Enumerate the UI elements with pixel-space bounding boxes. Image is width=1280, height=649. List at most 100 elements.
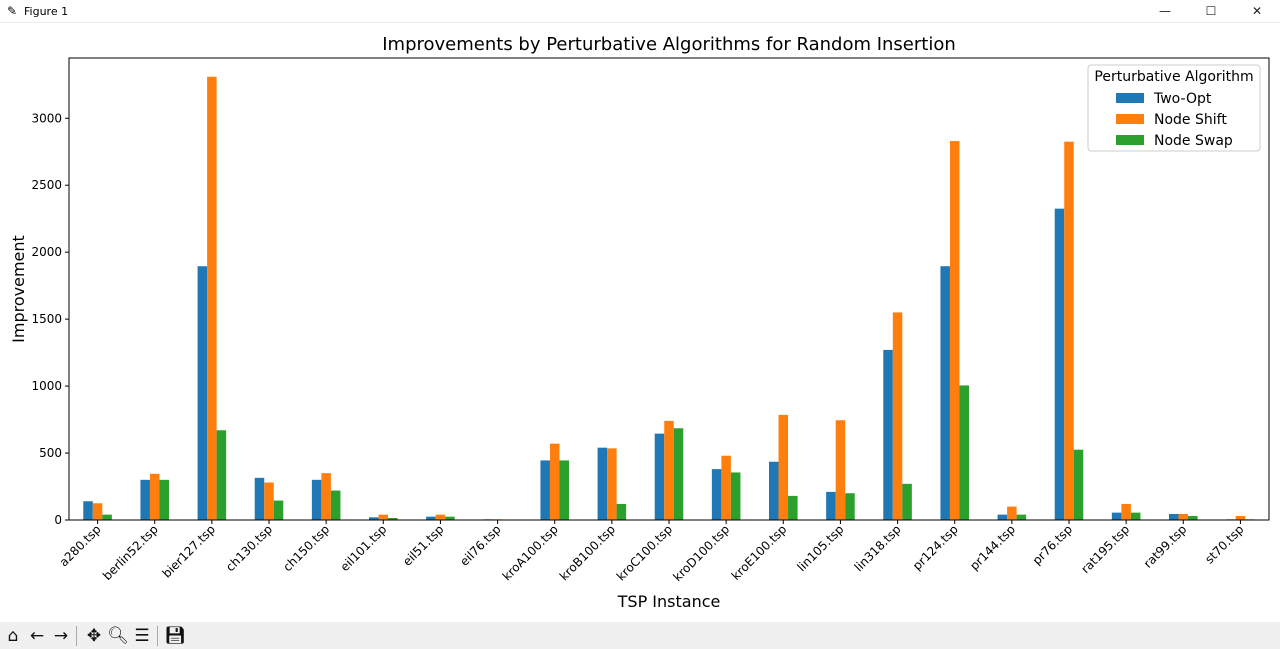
legend-title: Perturbative Algorithm: [1094, 69, 1253, 85]
bar-node-swap-kroA100.tsp: [559, 460, 569, 520]
bar-node-swap-kroE100.tsp: [788, 495, 798, 520]
bar-chart: 0 500 1000 1500 2000 2500 3000 a280.tspberlin52…: [9, 34, 1270, 611]
bar-node-swap-berlin52.tsp: [159, 479, 169, 520]
bar-node-swap-lin318.tsp: [902, 483, 912, 520]
window-title: Figure 1: [24, 4, 69, 18]
y-tick-label: 2500: [31, 178, 62, 192]
x-tick-label: kroE100.tsp: [729, 522, 790, 583]
back-icon[interactable]: ←: [29, 625, 45, 646]
x-tick-label: kroA100.tsp: [500, 522, 561, 583]
bar-node-swap-pr124.tsp: [959, 385, 969, 520]
x-tick-label: st70.tsp: [1202, 522, 1246, 566]
maximize-button[interactable]: ☐: [1205, 4, 1217, 18]
x-tick-label: kroC100.tsp: [614, 522, 675, 583]
legend-swatch-two-opt: [1116, 93, 1144, 103]
bar-node-swap-rat99.tsp: [1188, 515, 1198, 520]
y-tick-label: 1500: [31, 312, 62, 326]
matplotlib-app-icon: ✎: [6, 4, 18, 18]
bar-node-shift-a280.tsp: [92, 503, 103, 520]
toolbar-separator: [157, 625, 158, 646]
bar-two-opt-eil101.tsp: [369, 517, 379, 520]
zoom-icon[interactable]: 🔍︎: [107, 625, 129, 646]
bar-node-swap-a280.tsp: [102, 514, 112, 520]
bar-two-opt-berlin52.tsp: [140, 479, 150, 520]
bar-two-opt-a280.tsp: [83, 501, 93, 520]
bar-node-shift-kroD100.tsp: [721, 455, 731, 520]
x-tick-label: bier127.tsp: [160, 522, 218, 580]
bar-node-shift-pr76.tsp: [1064, 141, 1074, 520]
y-tick-label: 2000: [31, 245, 62, 259]
bar-two-opt-kroD100.tsp: [711, 469, 722, 520]
bar-node-swap-kroC100.tsp: [673, 428, 684, 520]
bar-node-shift-rat195.tsp: [1121, 503, 1131, 520]
x-tick-label: ch150.tsp: [280, 522, 332, 574]
toolbar-separator: [76, 625, 77, 646]
x-tick-label: rat99.tsp: [1141, 522, 1190, 571]
bar-node-swap-eil101.tsp: [388, 517, 398, 520]
bar-two-opt-pr144.tsp: [997, 514, 1008, 520]
bar-node-shift-berlin52.tsp: [149, 473, 160, 520]
bar-node-shift-kroC100.tsp: [664, 420, 674, 520]
bar-node-shift-bier127.tsp: [207, 76, 217, 520]
x-tick-label: a280.tsp: [57, 522, 104, 569]
bar-node-shift-ch130.tsp: [264, 482, 274, 520]
bar-two-opt-kroA100.tsp: [540, 460, 550, 520]
y-tick-label: 500: [39, 446, 62, 460]
bar-node-swap-ch150.tsp: [330, 490, 341, 520]
x-tick-label: kroD100.tsp: [670, 522, 732, 584]
y-tick-label: 0: [54, 513, 62, 527]
x-tick-label: pr76.tsp: [1030, 522, 1075, 567]
bar-two-opt-lin105.tsp: [826, 491, 836, 520]
legend-label-two-opt: Two-Opt: [1153, 91, 1212, 107]
y-axis-label: Improvement: [9, 235, 28, 343]
bar-two-opt-ch150.tsp: [311, 479, 322, 520]
bar-node-shift-lin105.tsp: [835, 420, 846, 520]
bar-node-swap-rat195.tsp: [1130, 512, 1141, 520]
bar-node-shift-eil51.tsp: [435, 514, 446, 520]
bar-node-swap-kroB100.tsp: [616, 503, 627, 520]
bar-node-shift-kroE100.tsp: [778, 414, 789, 520]
close-button[interactable]: ✕: [1251, 4, 1263, 18]
bar-node-swap-ch130.tsp: [273, 500, 284, 520]
x-tick-label: pr144.tsp: [967, 522, 1018, 573]
bar-two-opt-pr76.tsp: [1054, 208, 1065, 521]
bar-two-opt-kroB100.tsp: [597, 447, 608, 520]
x-tick-label: eil51.tsp: [400, 522, 446, 568]
bar-node-swap-pr144.tsp: [1016, 514, 1027, 520]
save-icon[interactable]: 💾︎: [164, 625, 186, 646]
window-titlebar: ✎ Figure 1 — ☐ ✕: [0, 0, 1280, 23]
x-axis-label: TSP Instance: [617, 592, 721, 611]
forward-icon[interactable]: →: [53, 625, 69, 646]
bar-two-opt-rat99.tsp: [1169, 513, 1179, 520]
configure-subplots-icon[interactable]: ☰: [134, 625, 150, 646]
x-tick-label: pr124.tsp: [910, 522, 961, 573]
minimize-button[interactable]: —: [1159, 4, 1171, 18]
legend-swatch-node-swap: [1116, 135, 1144, 145]
figure-canvas[interactable]: 0 500 1000 1500 2000 2500 3000 a280.tsp berlin52…: [0, 22, 1280, 622]
bar-node-shift-eil101.tsp: [378, 514, 389, 520]
x-tick-label: lin105.tsp: [795, 522, 847, 574]
bar-node-shift-st70.tsp: [1235, 515, 1246, 520]
x-tick-label: kroB100.tsp: [557, 522, 618, 583]
bar-node-swap-kroD100.tsp: [730, 472, 741, 520]
bar-node-shift-lin318.tsp: [892, 312, 903, 520]
bar-node-swap-eil51.tsp: [445, 516, 455, 520]
legend-label-node-swap: Node Swap: [1154, 133, 1233, 149]
y-tick-label: 1000: [31, 379, 62, 393]
bar-node-shift-kroA100.tsp: [549, 443, 560, 520]
legend-box: [1087, 64, 1261, 152]
bar-node-shift-kroB100.tsp: [607, 448, 617, 520]
bar-two-opt-bier127.tsp: [197, 266, 208, 520]
home-icon[interactable]: ⌂: [7, 625, 19, 646]
x-tick-label: rat195.tsp: [1078, 522, 1132, 576]
bar-two-opt-eil51.tsp: [426, 516, 436, 520]
bar-node-swap-pr76.tsp: [1073, 449, 1084, 520]
bar-two-opt-ch130.tsp: [254, 477, 265, 520]
x-tick-label: lin318.tsp: [852, 522, 904, 574]
x-tick-label: berlin52.tsp: [100, 522, 161, 583]
bar-node-swap-bier127.tsp: [216, 430, 227, 520]
bar-two-opt-lin318.tsp: [883, 349, 893, 520]
bar-two-opt-rat195.tsp: [1111, 512, 1122, 520]
bar-node-shift-pr124.tsp: [949, 141, 960, 520]
pan-icon[interactable]: ✥: [86, 625, 102, 646]
